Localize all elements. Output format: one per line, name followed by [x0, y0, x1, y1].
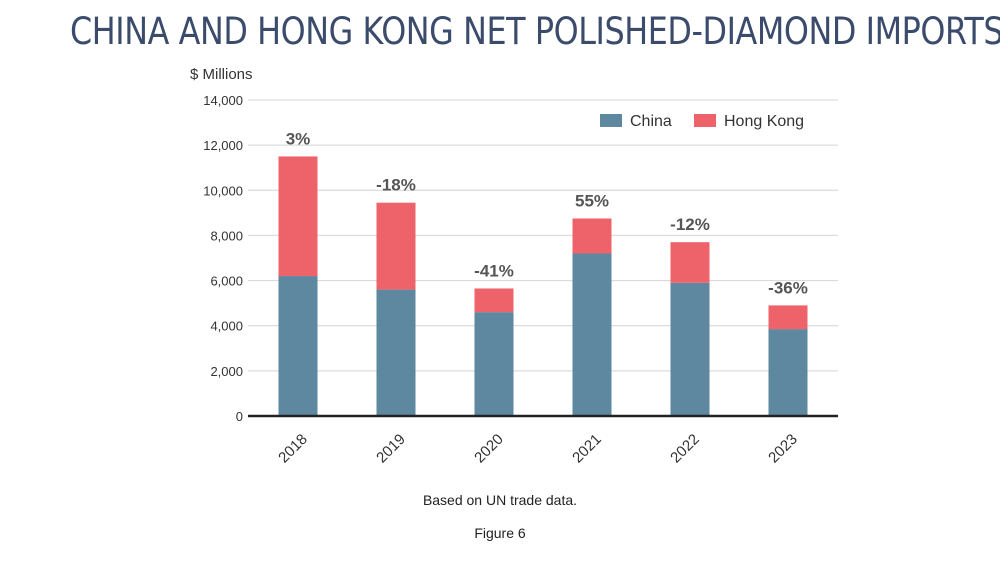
change-label: -12%	[670, 215, 710, 234]
figure-label: Figure 6	[474, 525, 526, 541]
bar-china	[278, 276, 318, 416]
bar-china	[474, 312, 514, 416]
x-tick-label: 2019	[373, 431, 409, 467]
bar-hong-kong	[376, 202, 416, 290]
bar-hong-kong	[278, 156, 318, 277]
y-axis-title: $ Millions	[190, 66, 253, 83]
legend: China Hong Kong	[600, 113, 804, 130]
change-label: 55%	[575, 192, 609, 211]
bar-china	[768, 329, 808, 416]
y-tick-label: 4,000	[210, 319, 243, 334]
bar-annotations: 3% -18% -41% 55% -12% -36%	[286, 129, 808, 297]
y-tick-label: 8,000	[210, 228, 243, 243]
bar-china	[376, 289, 416, 416]
change-label: -18%	[376, 176, 416, 195]
legend-label-china: China	[630, 113, 672, 130]
bar-hong-kong	[768, 305, 808, 330]
x-tick-label: 2022	[667, 431, 703, 467]
bar-hong-kong	[572, 218, 612, 254]
grid-lines	[248, 99, 838, 372]
change-label: 3%	[286, 129, 311, 148]
legend-swatch-china	[600, 114, 622, 127]
bar-china	[572, 253, 612, 416]
source-note: Based on UN trade data.	[422, 492, 578, 508]
y-tick-label: 14,000	[203, 93, 243, 108]
bars	[278, 156, 808, 416]
legend-label-hong-kong: Hong Kong	[724, 113, 804, 130]
x-tick-labels: 2018 2019 2020 2021 2022 2023	[275, 431, 801, 467]
x-tick-label: 2021	[569, 431, 605, 467]
y-tick-labels: 0 2,000 4,000 6,000 8,000 10,000 12,000 14,000	[203, 93, 243, 424]
bar-hong-kong	[670, 242, 710, 283]
x-tick-label: 2018	[275, 431, 311, 467]
legend-swatch-hong-kong	[694, 114, 716, 127]
chart-title: CHINA AND HONG KONG NET POLISHED-DIAMOND…	[70, 10, 1000, 53]
change-label: -36%	[768, 278, 808, 297]
x-tick-label: 2023	[765, 431, 801, 467]
y-tick-label: 12,000	[203, 138, 243, 153]
y-tick-label: 6,000	[210, 274, 243, 289]
bar-china	[670, 282, 710, 416]
x-tick-label: 2020	[471, 431, 507, 467]
y-tick-label: 2,000	[210, 364, 243, 379]
y-tick-label: 10,000	[203, 183, 243, 198]
bar-hong-kong	[474, 288, 514, 313]
change-label: -41%	[474, 261, 514, 280]
y-tick-label: 0	[236, 409, 243, 424]
